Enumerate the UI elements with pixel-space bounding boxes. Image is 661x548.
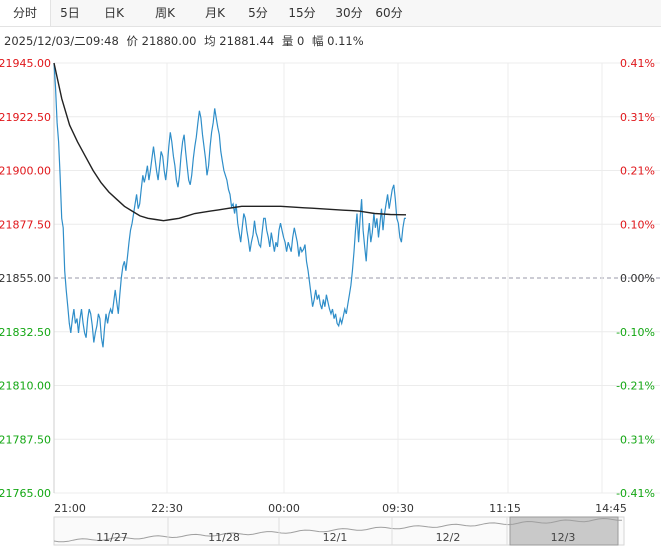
info-price: 价 21880.00	[126, 34, 197, 48]
y-pct-label-1: 0.31%	[620, 111, 655, 124]
mini-date-label-3: 12/2	[436, 531, 461, 544]
y-tick-label-4: 21855.00	[0, 272, 51, 285]
info-change: 幅 0.11%	[311, 34, 364, 48]
y-pct-label-3: 0.10%	[620, 218, 655, 231]
mini-date-label-0: 11/27	[96, 531, 128, 544]
y-pct-label-4: 0.00%	[620, 272, 655, 285]
y-tick-label-3: 21877.50	[0, 218, 51, 231]
price-series-line	[53, 62, 406, 348]
x-tick-label-3: 09:30	[382, 502, 414, 515]
y-pct-label-6: -0.21%	[616, 380, 655, 393]
y-tick-label-1: 21922.50	[0, 111, 51, 124]
y-tick-label-5: 21832.50	[0, 326, 51, 339]
y-tick-label-0: 21945.00	[0, 57, 51, 70]
y-tick-label-8: 21765.00	[0, 487, 51, 500]
x-tick-label-0: 21:00	[54, 502, 86, 515]
mini-date-label-4: 12/3	[551, 531, 576, 544]
tab-6[interactable]: 15分	[288, 6, 316, 20]
mini-date-label-1: 11/28	[208, 531, 240, 544]
y-pct-label-5: -0.10%	[616, 326, 655, 339]
tab-3[interactable]: 周K	[155, 6, 175, 20]
tab-5[interactable]: 5分	[248, 6, 268, 20]
tab-7[interactable]: 30分	[335, 6, 363, 20]
average-series-line	[53, 62, 407, 222]
y-pct-label-0: 0.41%	[620, 57, 655, 70]
y-tick-label-7: 21787.50	[0, 433, 51, 446]
mini-date-label-2: 12/1	[323, 531, 348, 544]
y-pct-label-8: -0.41%	[616, 487, 655, 500]
info-volume: 量 0	[281, 34, 305, 48]
mini-overview-line	[53, 517, 622, 543]
tab-2[interactable]: 日K	[104, 6, 124, 20]
info-datetime: 2025/12/03/二09:48	[4, 34, 119, 48]
x-tick-label-1: 22:30	[151, 502, 183, 515]
y-pct-label-7: 0.31%	[620, 433, 655, 446]
x-tick-label-2: 00:00	[268, 502, 300, 515]
tab-0[interactable]: 分时	[0, 0, 51, 26]
tab-8[interactable]: 60分	[375, 6, 403, 20]
y-pct-label-2: 0.21%	[620, 165, 655, 178]
y-tick-label-2: 21900.00	[0, 165, 51, 178]
period-tabs: 分时 5日 日K 周K 月K 5分 15分 30分 60分	[0, 0, 661, 27]
y-tick-label-6: 21810.00	[0, 380, 51, 393]
tab-4[interactable]: 月K	[205, 6, 225, 20]
quote-info-bar: 2025/12/03/二09:48 价 21880.00 均 21881.44 …	[4, 33, 368, 49]
tab-1[interactable]: 5日	[60, 6, 80, 20]
info-average: 均 21881.44	[204, 34, 275, 48]
x-tick-label-5: 14:45	[595, 502, 627, 515]
x-tick-label-4: 11:15	[489, 502, 521, 515]
